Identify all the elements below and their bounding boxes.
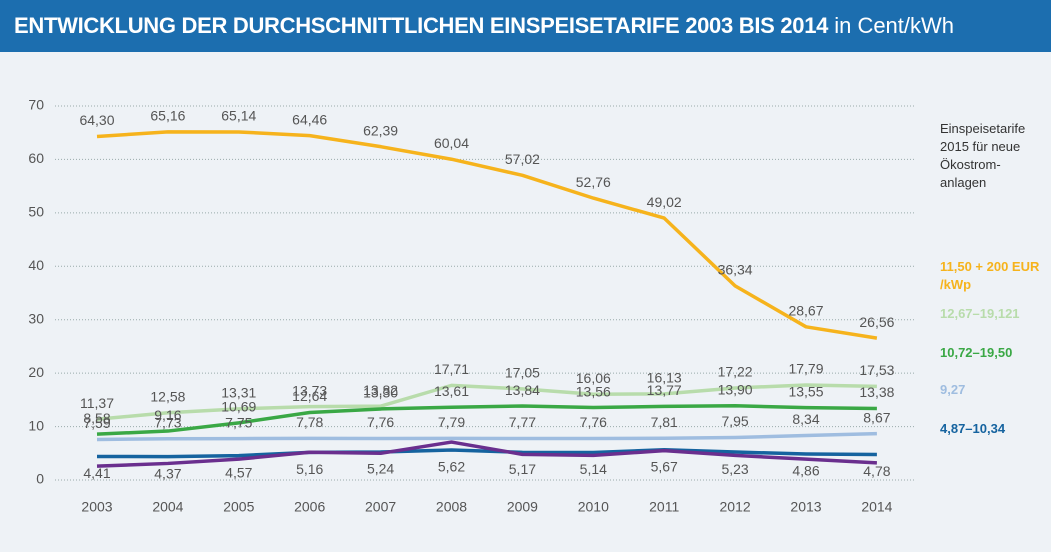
x-tick-label: 2009 bbox=[507, 499, 538, 515]
x-tick-label: 2003 bbox=[81, 499, 112, 515]
data-label: 17,22 bbox=[718, 364, 753, 380]
y-tick-label: 30 bbox=[28, 310, 44, 326]
x-tick-label: 2013 bbox=[790, 499, 821, 515]
data-label: 7,95 bbox=[721, 413, 748, 429]
series-line bbox=[96, 130, 878, 340]
data-label: 7,76 bbox=[580, 414, 607, 430]
data-label: 5,62 bbox=[438, 459, 465, 475]
data-label: 64,30 bbox=[79, 112, 114, 128]
data-label: 11,37 bbox=[80, 395, 114, 411]
data-label: 65,14 bbox=[221, 108, 256, 124]
data-label: 13,30 bbox=[363, 385, 398, 401]
series-line bbox=[96, 403, 877, 436]
chart-title: ENTWICKLUNG DER DURCHSCHNITTLICHEN EINSP… bbox=[14, 13, 829, 38]
data-label: 13,90 bbox=[718, 381, 753, 397]
data-label: 7,73 bbox=[154, 414, 181, 430]
data-label: 7,76 bbox=[367, 414, 394, 430]
data-label: 13,61 bbox=[434, 383, 469, 399]
x-tick-label: 2012 bbox=[720, 499, 751, 515]
data-label: 36,34 bbox=[718, 262, 753, 278]
x-tick-label: 2005 bbox=[223, 499, 254, 515]
data-label: 65,16 bbox=[150, 108, 185, 124]
data-label: 13,84 bbox=[505, 382, 540, 398]
legend-entry: 10,72–19,50 bbox=[940, 345, 1013, 360]
data-label: 5,67 bbox=[651, 458, 678, 474]
data-label: 17,53 bbox=[859, 362, 894, 378]
data-label: 17,71 bbox=[434, 361, 469, 377]
data-label: 17,79 bbox=[788, 361, 823, 377]
data-label: 7,59 bbox=[83, 415, 110, 431]
data-label: 8,34 bbox=[792, 411, 819, 427]
x-tick-label: 2004 bbox=[152, 499, 183, 515]
series-line bbox=[96, 383, 877, 421]
legend-entry: 9,27 bbox=[940, 382, 966, 397]
data-label: 12,58 bbox=[150, 388, 185, 404]
data-label: 57,02 bbox=[505, 151, 540, 167]
data-label: 52,76 bbox=[576, 174, 611, 190]
data-label: 7,81 bbox=[651, 414, 678, 430]
data-label: 9,16 bbox=[154, 407, 181, 423]
data-label: 13,77 bbox=[647, 382, 682, 398]
series-line bbox=[96, 447, 877, 459]
data-label: 4,57 bbox=[225, 464, 252, 480]
data-label: 5,16 bbox=[296, 461, 323, 477]
data-label: 5,14 bbox=[580, 461, 607, 477]
data-label: 4,37 bbox=[154, 465, 181, 481]
x-tick-label: 2006 bbox=[294, 499, 325, 515]
x-tick-label: 2007 bbox=[365, 499, 396, 515]
data-label: 7,77 bbox=[509, 414, 536, 430]
data-label: 64,46 bbox=[292, 111, 327, 127]
x-tick-label: 2014 bbox=[861, 499, 892, 515]
legend-entry: 4,87–10,34 bbox=[940, 421, 1006, 436]
data-label: 13,38 bbox=[859, 384, 894, 400]
data-label: 7,75 bbox=[225, 414, 252, 430]
data-label: 5,17 bbox=[509, 461, 536, 477]
data-label: 7,78 bbox=[296, 414, 323, 430]
data-label: 5,24 bbox=[367, 461, 394, 477]
data-label: 12,64 bbox=[292, 388, 327, 404]
data-label: 8,67 bbox=[863, 409, 890, 425]
data-label: 49,02 bbox=[647, 194, 682, 210]
legend-title: Einspeisetarife 2015 für neue Ökostrom-a… bbox=[940, 121, 1026, 190]
data-label: 13,73 bbox=[292, 382, 327, 398]
data-label: 13,55 bbox=[788, 383, 823, 399]
data-label: 4,41 bbox=[83, 465, 110, 481]
y-tick-label: 60 bbox=[28, 150, 44, 166]
data-label: 13,31 bbox=[221, 385, 256, 401]
data-label: 17,05 bbox=[505, 365, 540, 381]
data-label: 13,82 bbox=[363, 382, 398, 398]
y-tick-label: 40 bbox=[28, 257, 44, 273]
y-tick-label: 70 bbox=[28, 97, 44, 113]
header: ENTWICKLUNG DER DURCHSCHNITTLICHEN EINSP… bbox=[0, 0, 1051, 52]
x-tick-label: 2011 bbox=[649, 499, 679, 515]
x-tick-label: 2010 bbox=[578, 499, 609, 515]
series-line bbox=[96, 440, 877, 468]
data-label: 8,58 bbox=[83, 410, 110, 426]
series-line bbox=[96, 431, 877, 442]
data-label: 4,86 bbox=[792, 463, 819, 479]
data-label: 7,79 bbox=[438, 414, 465, 430]
data-label: 28,67 bbox=[788, 303, 823, 319]
data-label: 4,78 bbox=[863, 463, 890, 479]
y-tick-label: 50 bbox=[28, 204, 44, 220]
y-tick-label: 10 bbox=[28, 417, 44, 433]
y-tick-label: 0 bbox=[36, 471, 44, 487]
x-tick-label: 2008 bbox=[436, 499, 467, 515]
data-label: 5,23 bbox=[721, 461, 748, 477]
data-label: 16,06 bbox=[576, 370, 611, 386]
legend-entry: 12,67–19,121 bbox=[940, 306, 1020, 321]
data-label: 26,56 bbox=[859, 314, 894, 330]
legend-entry: 11,50 + 200 EUR /kWp bbox=[940, 259, 1040, 292]
data-label: 16,13 bbox=[647, 370, 682, 386]
data-label: 13,56 bbox=[576, 383, 611, 399]
data-label: 62,39 bbox=[363, 122, 398, 138]
y-tick-label: 20 bbox=[28, 364, 44, 380]
unit: in Cent/kWh bbox=[834, 13, 955, 38]
data-label: 60,04 bbox=[434, 135, 469, 151]
data-label: 10,69 bbox=[221, 399, 256, 415]
